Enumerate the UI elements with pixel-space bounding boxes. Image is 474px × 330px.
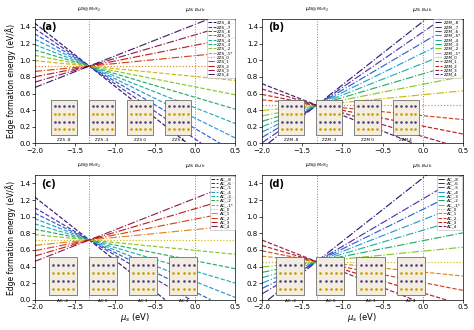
Text: $\mu_{S@MoS_2}$: $\mu_{S@MoS_2}$ [77, 5, 101, 14]
Text: ZZS 4: ZZS 4 [173, 139, 184, 143]
Text: (b): (b) [268, 22, 284, 32]
Legend: ZZS_-8, ZZS_-7, ZZS_-6, ZZS_-5, ZZS_-4, ZZS_-3, ZZS_-2, ZZS_-1*, ZZS_0, ZZS_1, Z: ZZS_-8, ZZS_-7, ZZS_-6, ZZS_-5, ZZS_-4, … [207, 19, 235, 78]
Legend: AC_-8, AC_-6, AC_-5, AC_-4, AC_-3, AC_-2, AC_-1*, AC_0, AC_1, AC_2, AC_3, AC_4: AC_-8, AC_-6, AC_-5, AC_-4, AC_-3, AC_-2… [437, 176, 462, 230]
Text: AC 4: AC 4 [179, 299, 188, 303]
FancyBboxPatch shape [397, 257, 425, 295]
Text: (a): (a) [41, 22, 56, 32]
Text: ZZS -3: ZZS -3 [95, 139, 109, 143]
FancyBboxPatch shape [316, 257, 345, 295]
FancyBboxPatch shape [51, 100, 77, 135]
Text: $\mu_{S,Bulk}$: $\mu_{S,Bulk}$ [412, 6, 433, 14]
Text: $\mu_{S@MoS_2}$: $\mu_{S@MoS_2}$ [305, 5, 328, 14]
FancyBboxPatch shape [278, 100, 304, 135]
Text: AC 0: AC 0 [98, 299, 108, 303]
FancyBboxPatch shape [356, 257, 384, 295]
Text: (c): (c) [41, 179, 55, 189]
Text: ZZS 0: ZZS 0 [134, 139, 146, 143]
FancyBboxPatch shape [89, 100, 115, 135]
FancyBboxPatch shape [89, 257, 117, 295]
Legend: AC_-8, AC_-6, AC_-5, AC_-4, AC_-3, AC_-2, AC_-1*, AC_0, AC_1, AC_2, AC_3, AC_4: AC_-8, AC_-6, AC_-5, AC_-4, AC_-3, AC_-2… [210, 176, 235, 230]
FancyBboxPatch shape [169, 257, 197, 295]
Text: AC 3: AC 3 [138, 299, 148, 303]
Y-axis label: Edge formation energy (eV/Å): Edge formation energy (eV/Å) [6, 24, 17, 138]
FancyBboxPatch shape [355, 100, 381, 135]
Text: AC -2: AC -2 [285, 299, 296, 303]
X-axis label: $\mu_s$ (eV): $\mu_s$ (eV) [347, 312, 377, 324]
FancyBboxPatch shape [392, 100, 419, 135]
Text: ZZM 4: ZZM 4 [399, 139, 412, 143]
Text: AC 3: AC 3 [366, 299, 375, 303]
FancyBboxPatch shape [129, 257, 157, 295]
FancyBboxPatch shape [316, 100, 342, 135]
Text: $\mu_{S,Bulk}$: $\mu_{S,Bulk}$ [185, 6, 206, 14]
Y-axis label: Edge formation energy (eV/Å): Edge formation energy (eV/Å) [6, 181, 17, 295]
Text: $\mu_{S@MoS_2}$: $\mu_{S@MoS_2}$ [305, 162, 328, 170]
Text: AC 0: AC 0 [326, 299, 335, 303]
Text: ZZS -8: ZZS -8 [57, 139, 71, 143]
Text: $\mu_{S@MoS_2}$: $\mu_{S@MoS_2}$ [77, 162, 101, 170]
Text: (d): (d) [268, 179, 284, 189]
Text: ZZM -3: ZZM -3 [322, 139, 337, 143]
FancyBboxPatch shape [165, 100, 191, 135]
FancyBboxPatch shape [49, 257, 77, 295]
Text: AC -2: AC -2 [57, 299, 68, 303]
Text: ZZM 0: ZZM 0 [361, 139, 374, 143]
X-axis label: $\mu_s$ (eV): $\mu_s$ (eV) [120, 312, 150, 324]
Text: AC 4: AC 4 [406, 299, 415, 303]
FancyBboxPatch shape [127, 100, 153, 135]
FancyBboxPatch shape [276, 257, 304, 295]
Text: $\mu_{S,Bulk}$: $\mu_{S,Bulk}$ [185, 163, 206, 170]
Text: $\mu_{S,Bulk}$: $\mu_{S,Bulk}$ [412, 163, 433, 170]
Legend: ZZM_-8, ZZM_-7, ZZM_-6, ZZM_-5*, ZZM_-4, ZZM_-3, ZZM_-2, ZZM_-1*, ZZM_0, ZZM_1, : ZZM_-8, ZZM_-7, ZZM_-6, ZZM_-5*, ZZM_-4,… [433, 19, 462, 78]
Text: ZZM -8: ZZM -8 [284, 139, 298, 143]
